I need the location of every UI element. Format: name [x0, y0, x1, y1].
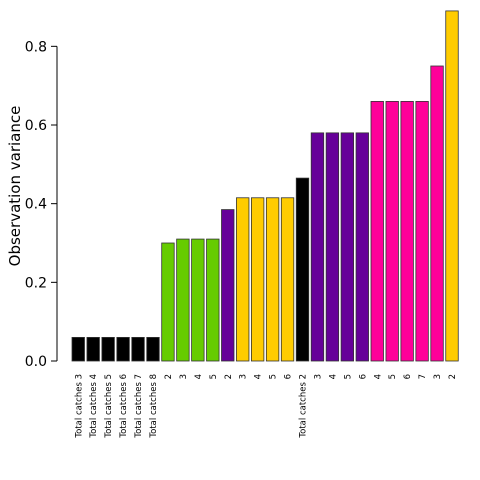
bar [325, 132, 340, 362]
x-tick-label: 3 [433, 374, 443, 379]
bar [206, 238, 220, 362]
y-tick-label: 0.2 [25, 275, 47, 291]
y-tick-label: 0.8 [25, 39, 47, 55]
x-tick-label: Total catches 5 [104, 374, 114, 439]
bar [445, 10, 459, 362]
bar [71, 336, 85, 362]
bar [116, 336, 130, 362]
y-axis-label: Observation variance [6, 106, 24, 267]
bar [385, 101, 399, 362]
x-tick-label: 5 [343, 374, 353, 379]
bar [400, 101, 414, 362]
bar [370, 101, 384, 362]
x-tick-label: Total catches 2 [299, 374, 309, 439]
bar [221, 209, 235, 362]
x-tick-label: 3 [239, 374, 249, 379]
bar [265, 197, 280, 362]
bar [101, 336, 115, 362]
bar [86, 336, 100, 362]
x-tick-label: 4 [194, 374, 204, 379]
bar [161, 242, 175, 362]
bars-group [71, 10, 459, 362]
bar [355, 132, 369, 362]
bar [146, 336, 160, 362]
bar [131, 336, 145, 362]
x-tick-label: Total catches 7 [134, 374, 144, 439]
bar [430, 65, 444, 362]
x-tick-label: 4 [373, 374, 383, 379]
x-tick-label: 5 [269, 374, 279, 379]
y-tick-label: 0.6 [25, 118, 47, 134]
bar [340, 132, 355, 362]
x-tick-label: 3 [313, 374, 323, 379]
x-tick-label: 2 [224, 374, 234, 379]
x-tick-label: Total catches 6 [119, 374, 129, 439]
bar [295, 177, 310, 362]
bar [310, 132, 325, 362]
x-tick-label: 2 [164, 374, 174, 379]
bar [250, 197, 265, 362]
bar [236, 197, 250, 362]
bar [280, 197, 295, 362]
x-tick-label: Total catches 3 [74, 374, 84, 439]
x-tick-label: 6 [358, 374, 368, 379]
x-tick-label: Total catches 4 [89, 374, 99, 439]
x-tick-label: 5 [388, 374, 398, 379]
bar [415, 101, 429, 362]
bar [176, 238, 190, 362]
x-tick-label: Total catches 8 [149, 374, 159, 439]
x-tick-labels: Total catches 3 Total catches 4 Total catc… [74, 374, 458, 439]
x-tick-label: 2 [448, 374, 458, 379]
x-tick-label: 6 [403, 374, 413, 379]
y-tick-label: 0.0 [25, 354, 47, 370]
y-tick-label: 0.4 [25, 197, 47, 213]
bar [191, 238, 205, 362]
x-tick-label: 4 [254, 374, 264, 379]
x-tick-label: 6 [284, 374, 294, 379]
x-tick-label: 7 [418, 374, 428, 379]
x-tick-label: 4 [328, 374, 338, 379]
x-tick-label: 3 [179, 374, 189, 379]
x-tick-label: 5 [209, 374, 219, 379]
y-axis: 0.0 0.2 0.4 0.6 0.8 [25, 39, 58, 370]
